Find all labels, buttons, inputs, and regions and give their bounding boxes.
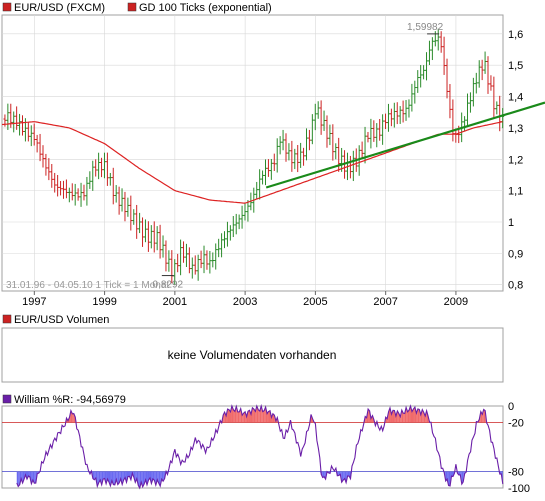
williams-overbought-fill: [252, 408, 253, 423]
legend-swatch-icon: [128, 3, 136, 11]
williams-oversold-fill: [103, 472, 104, 479]
x-tick-label: 2001: [163, 296, 187, 308]
legend-label-volume: EUR/USD Volumen: [14, 314, 109, 326]
price-plot-area: [2, 15, 503, 291]
legend-swatch-icon: [3, 315, 11, 323]
high-label: 1,59982: [407, 22, 444, 33]
williams-overbought-fill: [228, 409, 229, 422]
legend-label-williams: William %R: -94,56979: [14, 394, 126, 406]
x-tick-label: 1999: [92, 296, 116, 308]
y-tick-label: 1,5: [508, 60, 523, 72]
williams-overbought-fill: [263, 411, 264, 423]
x-tick-label: 1997: [22, 296, 46, 308]
y-tick-label: 1,1: [508, 186, 523, 198]
y-tick-label: 0,9: [508, 248, 523, 260]
williams-y-tick-label: -100: [508, 483, 530, 495]
x-tick-label: 2005: [303, 296, 327, 308]
x-tick-label: 2009: [444, 296, 468, 308]
range-text: 31.01.96 - 04.05.10 1 Tick = 1 Monat: [6, 280, 169, 291]
x-tick-label: 2003: [233, 296, 257, 308]
williams-y-tick-label: -20: [508, 417, 524, 429]
williams-overbought-fill: [258, 410, 259, 423]
y-tick-label: 1: [508, 217, 514, 229]
legend-label-ma: GD 100 Ticks (exponential): [139, 2, 272, 14]
williams-overbought-fill: [269, 411, 270, 423]
legend-volume: EUR/USD Volumen: [3, 314, 109, 326]
williams-overbought-fill: [72, 413, 73, 422]
y-tick-label: 1,3: [508, 123, 523, 135]
williams-y-tick-label: 0: [508, 401, 514, 413]
williams-overbought-fill: [418, 409, 419, 423]
y-tick-label: 0,8: [508, 280, 523, 292]
williams-oversold-fill: [128, 472, 129, 477]
x-tick-label: 2007: [373, 296, 397, 308]
y-tick-label: 1,6: [508, 29, 523, 41]
legend-williams: William %R: -94,56979: [3, 394, 126, 406]
price-y-axis: 0,8 0,9 1 1,1 1,2 1,3 1,4 1,5 1,6: [508, 29, 523, 292]
legend-swatch-icon: [3, 3, 11, 11]
legend-swatch-icon: [3, 395, 11, 403]
high-marker: 1,59982: [407, 22, 444, 34]
legend-label-price: EUR/USD (FXCM): [14, 2, 105, 14]
y-tick-label: 1,2: [508, 154, 523, 166]
williams-overbought-fill: [403, 413, 404, 422]
williams-overbought-fill: [238, 412, 239, 423]
williams-oversold-fill: [348, 472, 349, 477]
williams-oversold-fill: [113, 472, 114, 485]
y-tick-label: 1,4: [508, 92, 523, 104]
williams-overbought-fill: [393, 410, 394, 422]
williams-y-tick-label: -80: [508, 467, 524, 479]
volume-message: keine Volumendaten vorhanden: [168, 348, 337, 362]
williams-oversold-fill: [449, 472, 450, 486]
